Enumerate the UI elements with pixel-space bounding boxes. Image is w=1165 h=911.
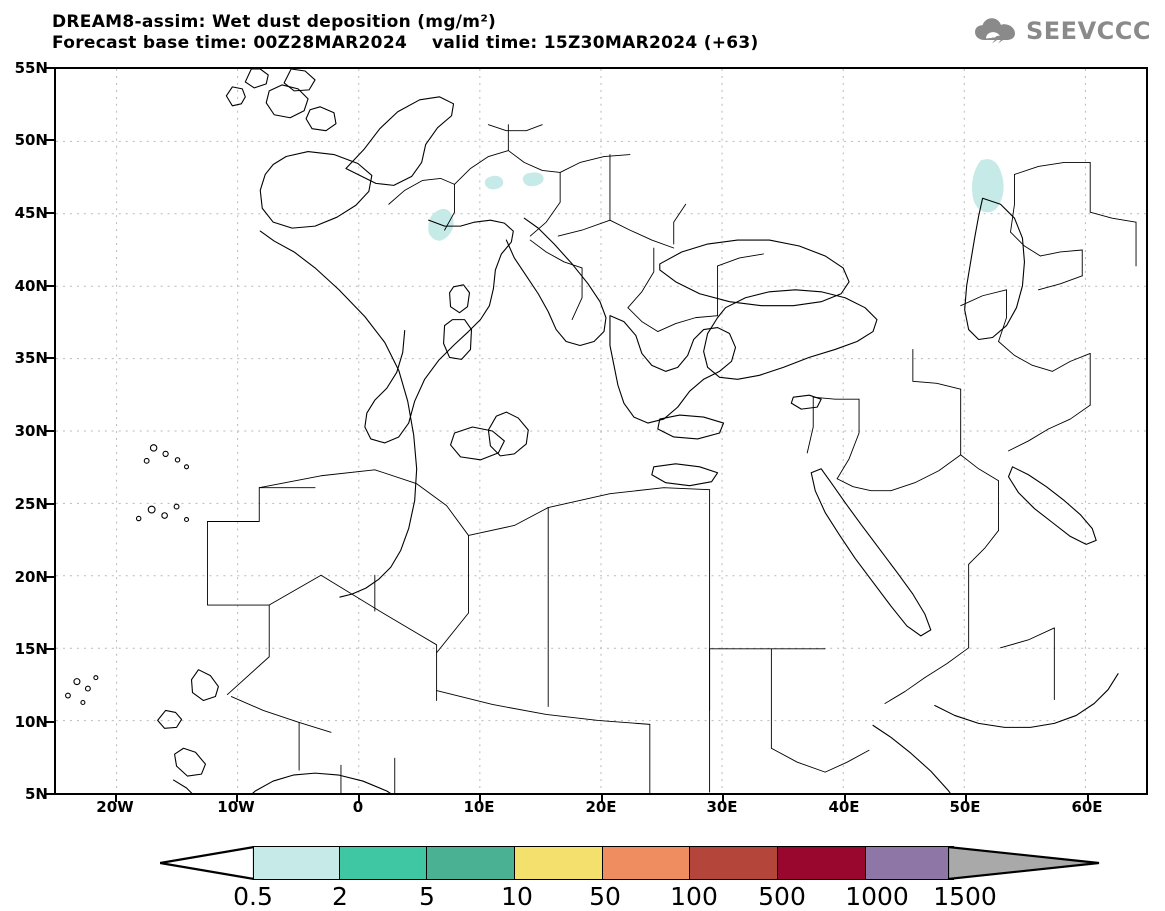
deposition-patch-caspian (971, 159, 1004, 213)
y-axis-label: 15N (14, 640, 48, 658)
x-axis-label: 20E (585, 798, 617, 816)
chart-header: DREAM8-assim: Wet dust deposition (mg/m²… (0, 0, 1165, 62)
colorbar-block-1[interactable] (340, 846, 427, 880)
chart-subtitle: Forecast base time: 00Z28MAR2024 valid t… (52, 33, 759, 53)
colorbar-blocks (253, 846, 954, 880)
colorbar-block-2[interactable] (427, 846, 515, 880)
deposition-patch-group (428, 159, 1004, 241)
y-tick (46, 212, 54, 214)
y-axis-label: 20N (14, 568, 48, 586)
x-axis-label: 20W (96, 798, 134, 816)
x-axis-label: 10E (463, 798, 495, 816)
map-plot-area[interactable] (54, 67, 1148, 795)
y-tick (46, 576, 54, 578)
x-axis-label: 40E (828, 798, 860, 816)
y-axis-label: 10N (14, 713, 48, 731)
y-axis-label: 25N (14, 495, 48, 513)
y-tick (46, 285, 54, 287)
deposition-patch-southern-alps (484, 175, 504, 190)
y-tick (46, 67, 54, 69)
x-axis-label: 0 (352, 798, 364, 816)
colorbar-over-arrow (948, 846, 1100, 880)
colorbar-block-7[interactable] (866, 846, 954, 880)
y-axis-label: 5N (25, 785, 48, 803)
colorbar-tick-label: 10 (501, 882, 533, 911)
y-axis-label: 55N (14, 59, 48, 77)
colorbar-tick-label: 100 (670, 882, 718, 911)
y-axis-label: 30N (14, 422, 48, 440)
chart-title: DREAM8-assim: Wet dust deposition (mg/m²… (52, 12, 497, 32)
y-axis-label: 40N (14, 277, 48, 295)
colorbar-tick-label: 2 (332, 882, 348, 911)
y-axis-label: 35N (14, 349, 48, 367)
x-axis-label: 30E (706, 798, 738, 816)
x-axis-label: 60E (1071, 798, 1103, 816)
map-gridlines (56, 69, 1146, 793)
y-tick (46, 503, 54, 505)
colorbar-block-5[interactable] (690, 846, 778, 880)
x-tick (1087, 795, 1089, 802)
colorbar-block-0[interactable] (253, 846, 340, 880)
y-tick (46, 430, 54, 432)
y-tick (46, 357, 54, 359)
y-tick (46, 648, 54, 650)
y-tick (46, 139, 54, 141)
colorbar-block-6[interactable] (778, 846, 866, 880)
colorbar-tick-label: 50 (589, 882, 621, 911)
x-tick (236, 795, 238, 802)
x-tick (601, 795, 603, 802)
y-axis-label: 50N (14, 131, 48, 149)
colorbar-tick-label: 0.5 (233, 882, 273, 911)
x-tick (722, 795, 724, 802)
deposition-patch-eastern-alps (522, 172, 544, 187)
colorbar-tick-label: 500 (758, 882, 806, 911)
colorbar-block-4[interactable] (603, 846, 690, 880)
y-axis-label: 45N (14, 204, 48, 222)
y-tick (46, 793, 54, 795)
dust-deposition-field (428, 159, 1004, 241)
colorbar-under-arrow (160, 846, 255, 880)
x-tick (844, 795, 846, 802)
x-tick (358, 795, 360, 802)
x-tick (479, 795, 481, 802)
x-tick (965, 795, 967, 802)
cloud-icon (975, 18, 1015, 44)
colorbar-block-3[interactable] (515, 846, 603, 880)
colorbar-tick-label: 1000 (845, 882, 909, 911)
colorbar[interactable]: 0.5 2 5 10 50 100 500 1000 1500 (0, 838, 1165, 911)
y-tick (46, 721, 54, 723)
border-group (206, 124, 1137, 793)
coastline-group (65, 69, 1119, 793)
seevccc-logo: SEEVCCC (973, 14, 1151, 48)
map-coastlines-borders (65, 69, 1137, 793)
x-axis-label: 10W (217, 798, 255, 816)
x-tick (115, 795, 117, 802)
colorbar-tick-label: 1500 (933, 882, 997, 911)
logo-text: SEEVCCC (1026, 17, 1151, 45)
colorbar-tick-label: 5 (419, 882, 435, 911)
x-axis-label: 50E (949, 798, 981, 816)
